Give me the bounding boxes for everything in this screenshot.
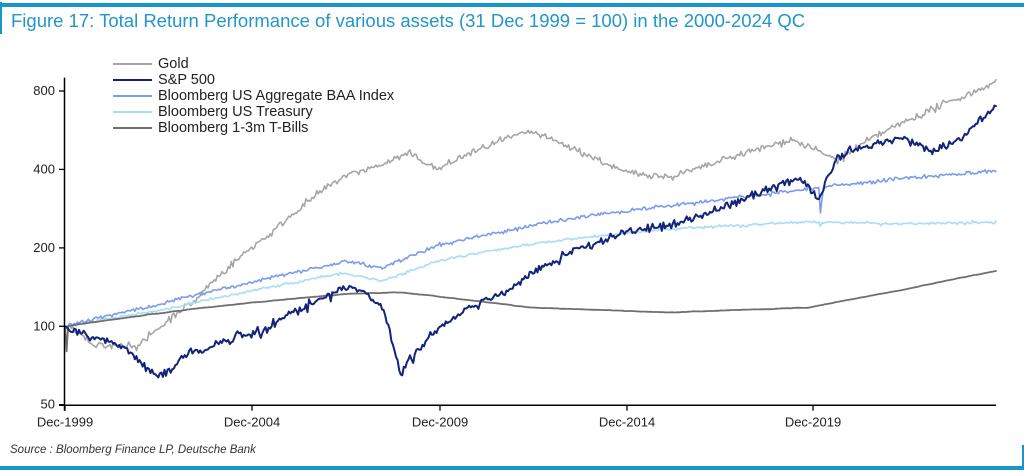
svg-text:Dec-2009: Dec-2009: [412, 415, 468, 430]
svg-text:50: 50: [41, 397, 55, 412]
svg-text:Dec-2004: Dec-2004: [224, 415, 280, 430]
svg-text:Dec-2019: Dec-2019: [785, 415, 841, 430]
svg-text:400: 400: [33, 161, 55, 176]
svg-text:Dec-2014: Dec-2014: [599, 415, 655, 430]
svg-text:200: 200: [33, 240, 55, 255]
svg-text:Dec-1999: Dec-1999: [37, 415, 93, 430]
svg-text:800: 800: [33, 83, 55, 98]
svg-text:100: 100: [33, 318, 55, 333]
